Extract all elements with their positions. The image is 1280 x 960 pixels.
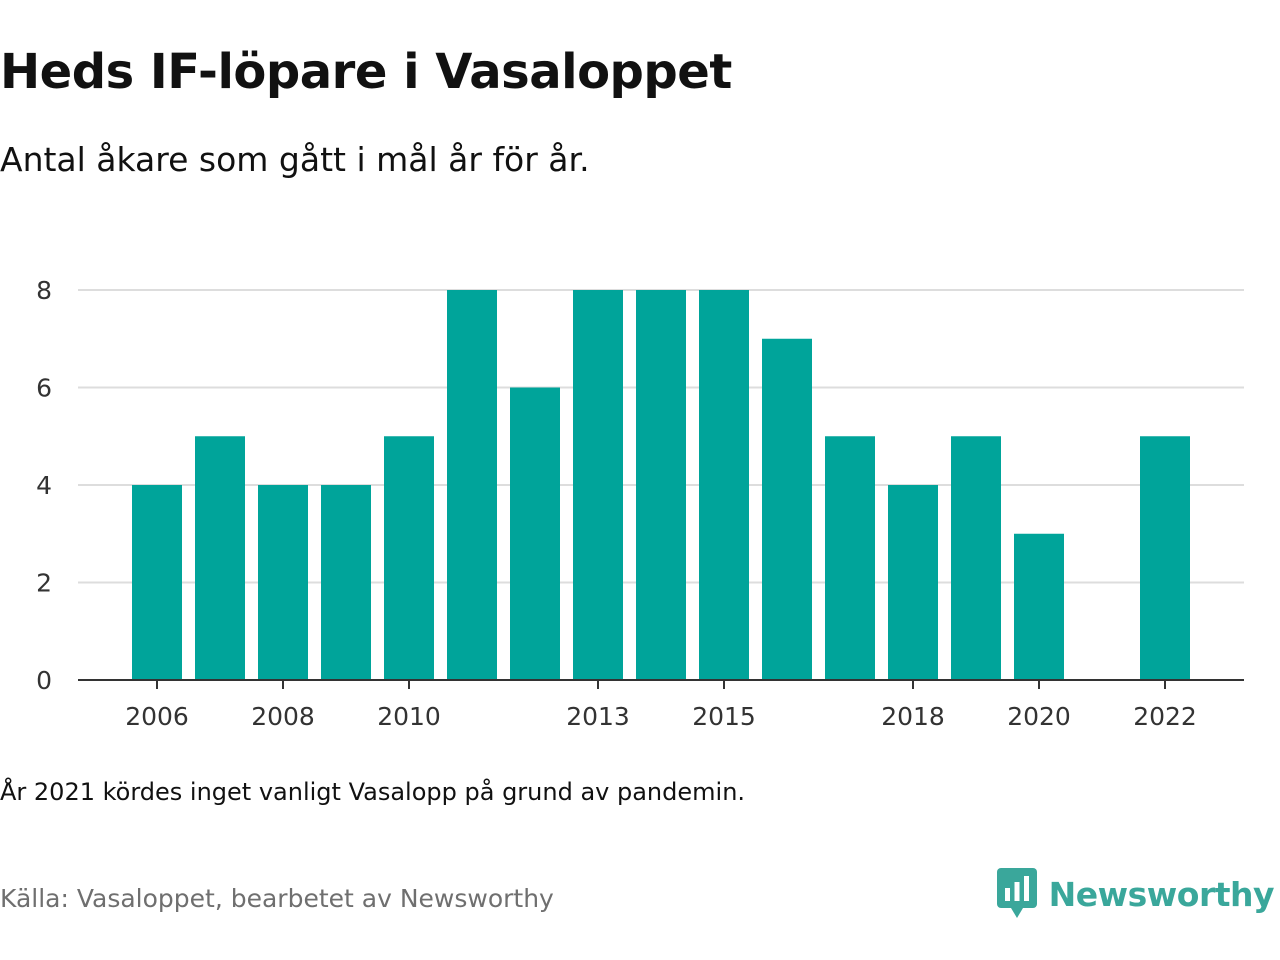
chart-title: Heds IF-löpare i Vasaloppet — [0, 44, 732, 100]
x-tick-label: 2010 — [377, 702, 441, 731]
bar-series — [132, 290, 1190, 680]
bar-2016 — [762, 338, 812, 680]
bar-2011 — [447, 290, 497, 680]
bar-2015 — [699, 290, 749, 680]
bar-2019 — [951, 436, 1001, 680]
y-tick-label: 2 — [36, 569, 52, 598]
y-tick-label: 4 — [36, 471, 52, 500]
bar-2018 — [888, 485, 938, 680]
chart-subtitle: Antal åkare som gått i mål år för år. — [0, 140, 590, 179]
bar-2013 — [573, 290, 623, 680]
bar-2017 — [825, 436, 875, 680]
newsworthy-logo-icon — [996, 868, 1037, 918]
x-tick-label: 2015 — [692, 702, 756, 731]
bar-2009 — [321, 485, 371, 680]
bar-2008 — [258, 485, 308, 680]
bar-2012 — [510, 387, 560, 680]
source-credit: Källa: Vasaloppet, bearbetet av Newswort… — [0, 884, 554, 913]
bar-2022 — [1140, 436, 1190, 680]
x-tick-label: 2022 — [1133, 702, 1197, 731]
bar-2010 — [384, 436, 434, 680]
y-tick-label: 0 — [36, 666, 52, 695]
bar-2006 — [132, 485, 182, 680]
logo-text: Newsworthy — [1048, 874, 1275, 914]
y-tick-label: 6 — [36, 374, 52, 403]
bar-2014 — [636, 290, 686, 680]
bar-2007 — [195, 436, 245, 680]
y-axis-labels: 0 2 4 6 8 — [36, 276, 52, 695]
bar-chart: 0 2 4 6 8 2006 2008 2010 2013 2015 2018 2020 2022 — [0, 230, 1280, 750]
x-tick-label: 2006 — [125, 702, 189, 731]
x-tick-label: 2018 — [881, 702, 945, 731]
x-tick-label: 2008 — [251, 702, 315, 731]
newsworthy-logo: Newsworthy — [996, 868, 1275, 920]
y-tick-label: 8 — [36, 276, 52, 305]
x-tick-label: 2013 — [566, 702, 630, 731]
x-axis — [78, 679, 1244, 689]
x-tick-label: 2020 — [1007, 702, 1071, 731]
bar-2020 — [1014, 533, 1064, 680]
footnote: År 2021 kördes inget vanligt Vasalopp på… — [0, 778, 746, 806]
x-axis-labels: 2006 2008 2010 2013 2015 2018 2020 2022 — [125, 702, 1197, 731]
